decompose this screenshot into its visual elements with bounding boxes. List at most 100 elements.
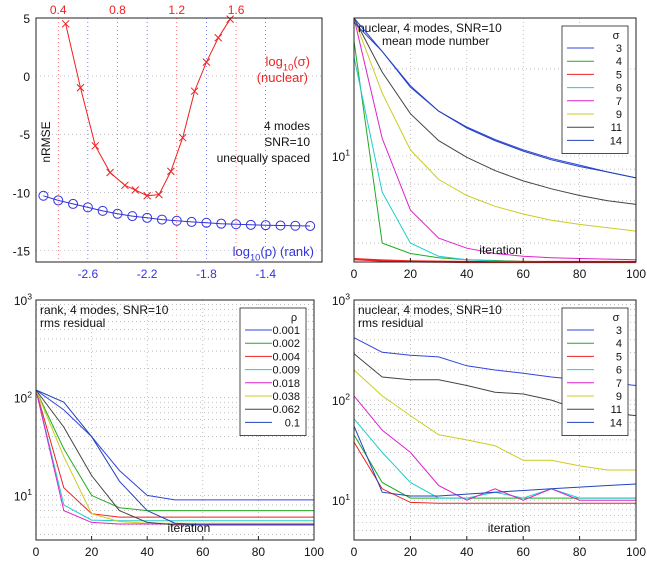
data-point-circle-marker xyxy=(231,219,242,230)
annotation-line: 4 modes xyxy=(264,119,310,133)
data-point-circle-marker xyxy=(112,208,123,219)
legend-label: 6 xyxy=(616,365,622,377)
legend-label: 11 xyxy=(611,404,622,416)
legend-label: 9 xyxy=(616,391,622,403)
y-tick-label: 103 xyxy=(14,292,32,308)
nuclear-series-label-part-0: log xyxy=(266,54,283,69)
y-tick-label-part-0: 10 xyxy=(332,294,346,308)
y-tick-label-part-1: 1 xyxy=(27,487,32,497)
legend-label: 0.009 xyxy=(272,365,300,377)
legend-label: 4 xyxy=(616,338,622,350)
legend-title: σ xyxy=(613,30,620,42)
series-line-0.009 xyxy=(35,389,314,522)
legend-label: 3 xyxy=(616,325,622,337)
data-point-x-marker xyxy=(214,33,223,42)
legend-label: 9 xyxy=(616,109,622,121)
rank-series-label-part-1: 10 xyxy=(250,253,260,263)
x-tick-label: 80 xyxy=(573,267,587,281)
legend-label: 14 xyxy=(610,135,622,147)
series-line-0.002 xyxy=(35,389,314,512)
x-tick-label: 60 xyxy=(196,545,210,559)
top-tick-label: 1.6 xyxy=(228,3,245,17)
x-tick-label: 60 xyxy=(517,545,531,559)
y-tick-label-part-0: 10 xyxy=(332,394,346,408)
y-tick-label: -5 xyxy=(19,128,30,142)
data-point-x-marker xyxy=(61,19,70,28)
x-tick-label: 100 xyxy=(626,545,646,559)
top-tick-label: 1.2 xyxy=(168,3,185,17)
rank-series-label-part-2: (ρ) (rank) xyxy=(260,244,314,259)
series-line-5 xyxy=(353,441,636,504)
x-tick-label: 100 xyxy=(304,545,324,559)
data-point-x-marker xyxy=(91,141,100,150)
y-tick-label: 102 xyxy=(14,389,32,405)
data-point-circle-marker xyxy=(171,215,182,226)
y-tick-label-part-0: 10 xyxy=(332,150,346,164)
series-line-0.004 xyxy=(35,389,314,518)
data-point-x-marker xyxy=(155,190,163,199)
y-tick-label-part-1: 2 xyxy=(27,389,32,399)
y-tick-label-part-0: 10 xyxy=(332,494,346,508)
legend-title: σ xyxy=(613,312,620,324)
x-tick-label: 20 xyxy=(85,545,99,559)
y-tick-label: 102 xyxy=(332,392,350,408)
legend-title: ρ xyxy=(291,312,297,324)
x-tick-label: 40 xyxy=(460,267,474,281)
y-tick-label-part-0: 10 xyxy=(14,489,28,503)
y-tick-label-part-0: 10 xyxy=(14,392,28,406)
y-tick-label: 103 xyxy=(332,292,350,308)
x-tick-label: 40 xyxy=(141,545,155,559)
x-tick-label: 0 xyxy=(351,545,358,559)
plot-frame xyxy=(353,17,637,263)
series-rank xyxy=(38,190,316,231)
chart-title-line: rms residual xyxy=(358,316,423,330)
legend-label: 0.1 xyxy=(285,417,300,429)
legend-box xyxy=(561,25,629,154)
y-tick-label: 101 xyxy=(332,148,350,164)
x-tick-label: 100 xyxy=(626,267,646,281)
data-point-x-marker xyxy=(143,191,151,200)
legend-box xyxy=(239,307,307,436)
panel-top-left: -15 -10 -5 0 5 -2.6 -2.2 -1.8 -1.4 0.4 0.8 1.2 1.6 nR… xyxy=(13,3,323,281)
x-axis-label: iteration xyxy=(168,521,211,535)
legend-label: 6 xyxy=(616,83,622,95)
nuclear-series-label-line2: (nuclear) xyxy=(257,70,308,85)
data-point-x-marker xyxy=(190,87,199,96)
series-line-3 xyxy=(353,17,637,179)
rank-series-label-part-0: log xyxy=(233,244,250,259)
series-line-9 xyxy=(353,17,637,232)
x-axis-label: iteration xyxy=(479,243,522,257)
legend-label: 0.001 xyxy=(272,325,300,337)
data-point-circle-marker xyxy=(245,219,256,230)
data-point-circle-marker xyxy=(38,190,49,201)
data-point-x-marker xyxy=(121,181,129,190)
chart-title-line: rank, 4 modes, SNR=10 xyxy=(40,303,169,317)
y-tick-label: 101 xyxy=(14,487,32,503)
data-point-circle-marker xyxy=(53,195,64,206)
y-tick-label: 101 xyxy=(332,492,350,508)
data-point-x-marker xyxy=(106,168,114,177)
y-tick-label-part-1: 3 xyxy=(27,292,32,302)
annotation-line: SNR=10 xyxy=(264,135,310,149)
top-tick-label: 0.4 xyxy=(50,3,67,17)
series-group xyxy=(35,389,314,526)
data-point-circle-marker xyxy=(186,216,197,227)
chart-title-line: nuclear, 4 modes, SNR=10 xyxy=(358,21,502,35)
legend-label: 0.004 xyxy=(272,351,300,363)
data-point-circle-marker xyxy=(290,220,301,231)
y-tick-label: 5 xyxy=(23,12,30,26)
x-tick-label: 20 xyxy=(404,545,418,559)
series-line-0.1 xyxy=(35,389,314,526)
chart-title-line: mean mode number xyxy=(382,34,489,48)
annotation-line: unequally spaced xyxy=(217,151,310,165)
y-tick-label-part-1: 1 xyxy=(345,492,350,502)
legend-label: 4 xyxy=(616,56,622,68)
x-axis-label: iteration xyxy=(488,521,531,535)
data-point-x-marker xyxy=(178,133,187,142)
legend-label: 0.062 xyxy=(272,404,300,416)
series-line xyxy=(65,18,231,197)
top-tick-label: 0.8 xyxy=(109,3,126,17)
